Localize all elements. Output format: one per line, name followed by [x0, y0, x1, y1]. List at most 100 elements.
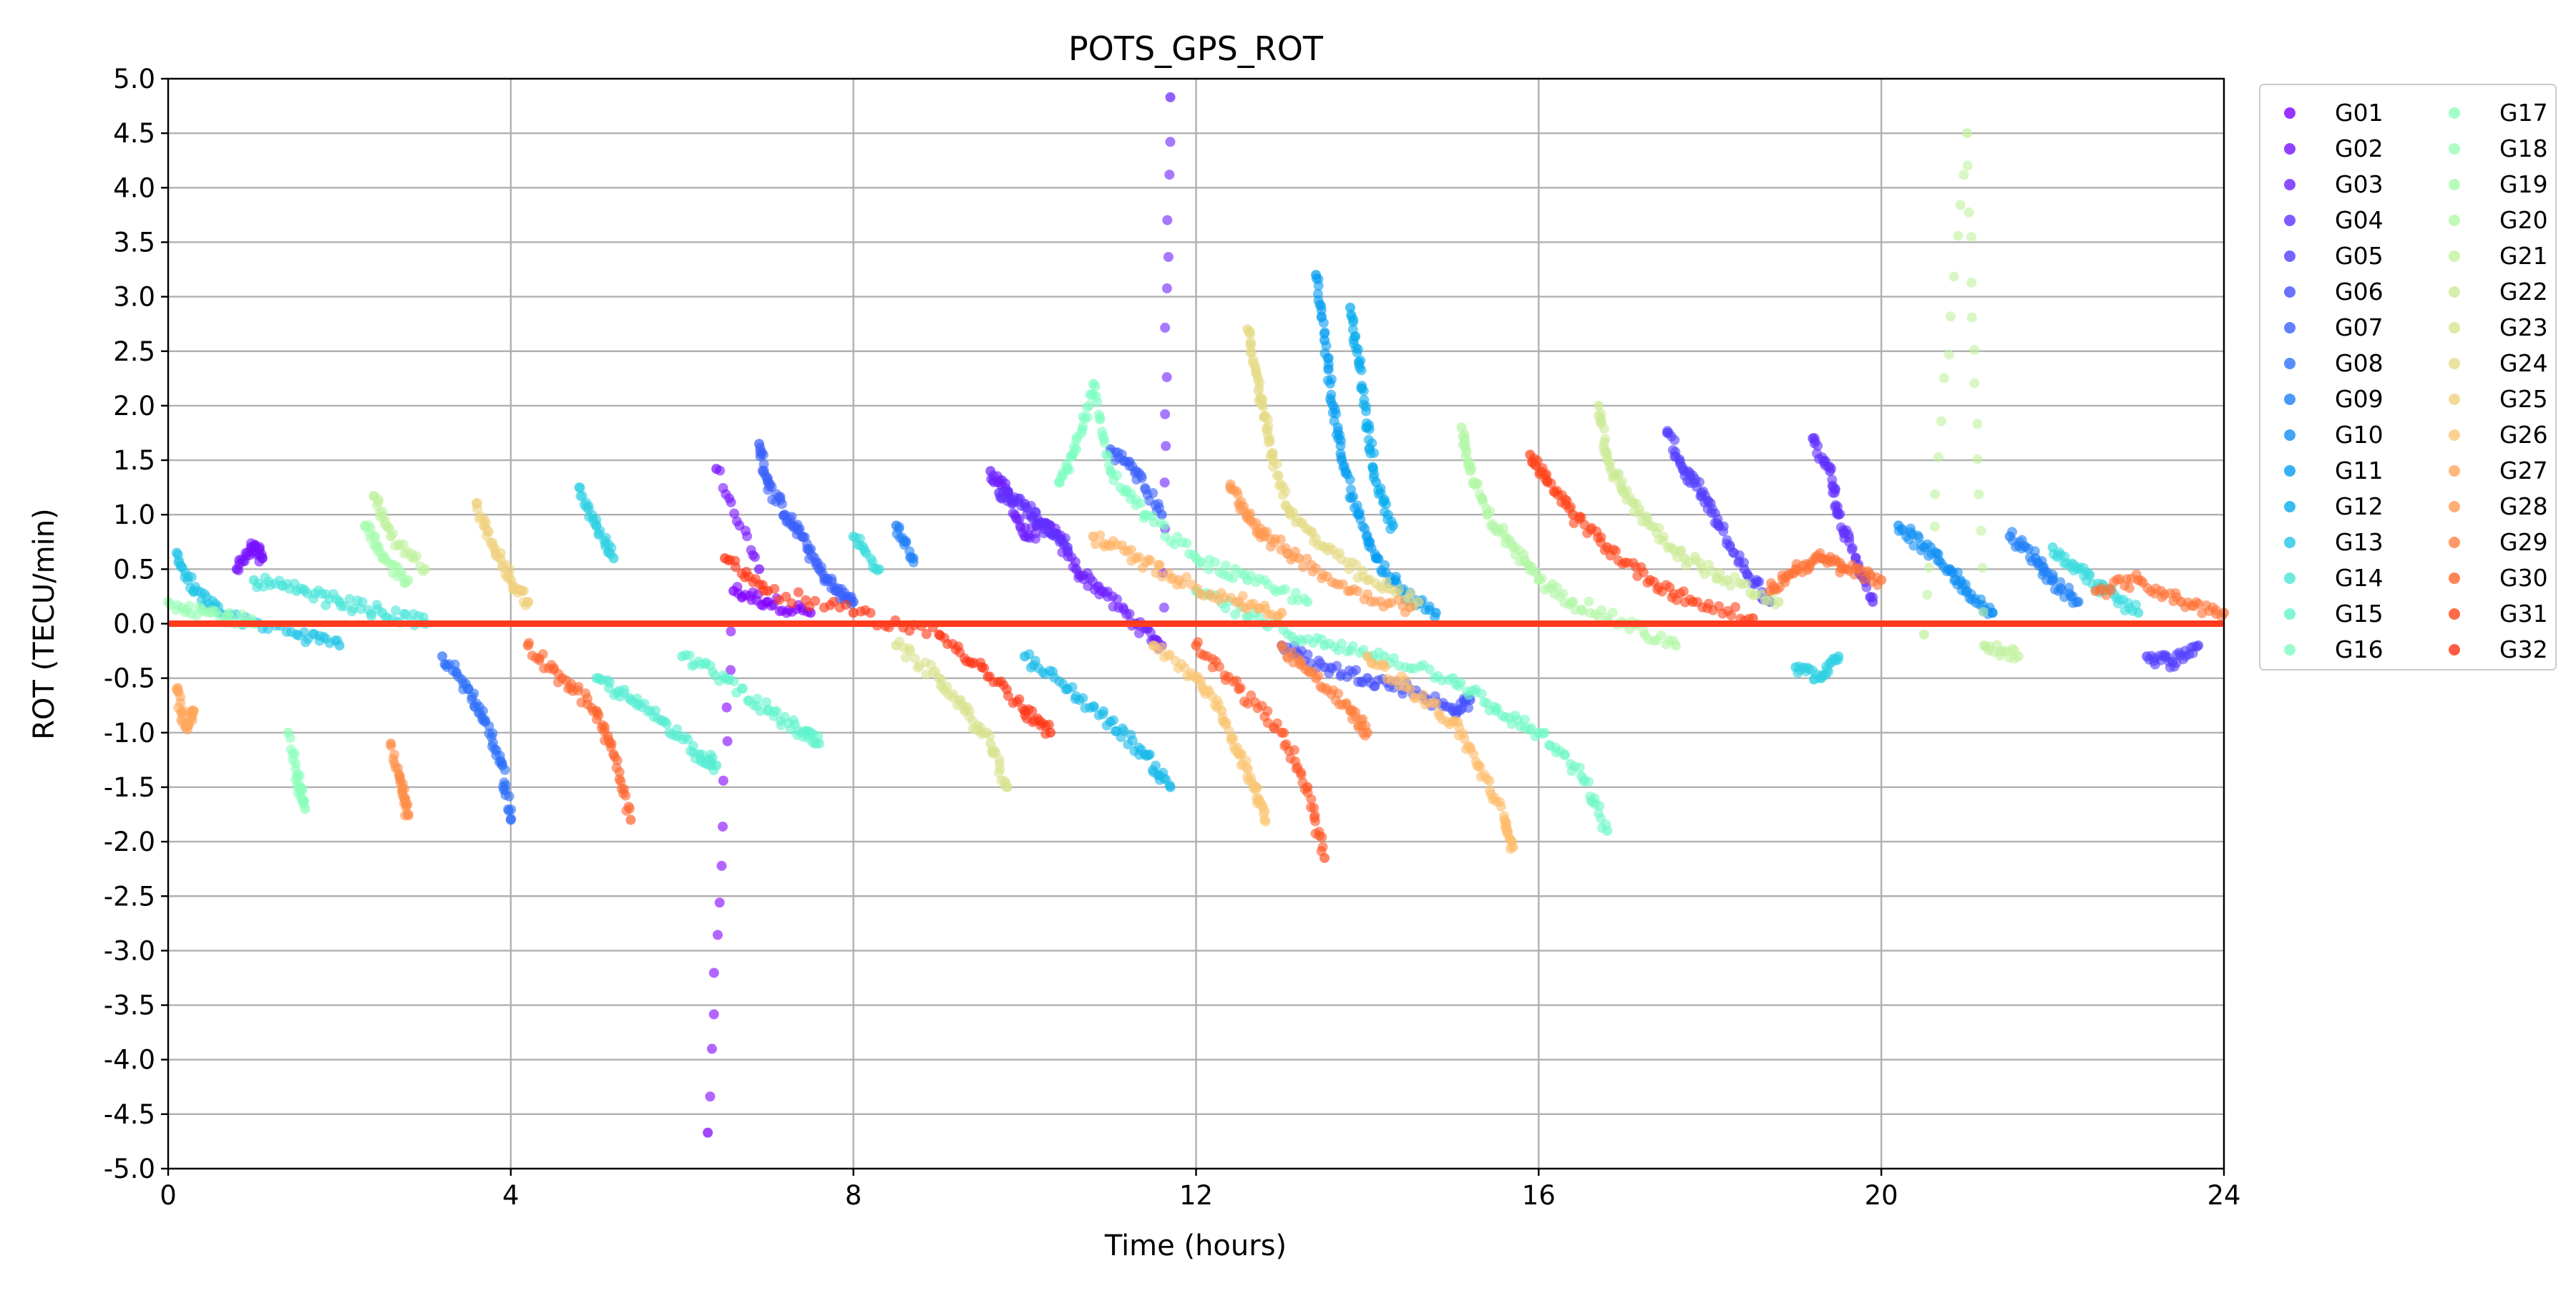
data-point [334, 640, 345, 651]
data-point [1064, 464, 1075, 475]
legend-marker [2284, 501, 2296, 512]
legend-marker [2284, 322, 2296, 333]
y-tick-label: -2.5 [104, 881, 155, 912]
data-point [1823, 667, 1833, 678]
data-point [1380, 662, 1390, 673]
data-point [188, 706, 199, 716]
legend-marker [2449, 143, 2460, 155]
data-point [1958, 170, 1969, 180]
data-point [1577, 605, 1588, 616]
series-G18 [591, 673, 722, 776]
data-point [1345, 474, 1355, 485]
data-point [703, 1127, 713, 1138]
data-point [848, 608, 859, 618]
data-point [1718, 526, 1729, 537]
series-G40 [1191, 637, 1330, 863]
data-point [810, 595, 821, 606]
data-point [2193, 598, 2204, 609]
legend-label: G14 [2335, 564, 2384, 592]
data-point [1272, 718, 1282, 729]
data-point [1364, 424, 1375, 434]
legend-label: G15 [2335, 600, 2384, 628]
data-point [1913, 532, 1924, 543]
series-G37 [1277, 640, 1372, 741]
data-point [1952, 567, 1963, 578]
legend-marker [2449, 358, 2460, 369]
data-point [2073, 597, 2084, 608]
data-point [1347, 640, 1358, 651]
data-point [752, 693, 763, 704]
data-point [1694, 477, 1704, 487]
legend-marker [2449, 322, 2460, 333]
data-point [1162, 215, 1173, 225]
data-point [1418, 689, 1428, 700]
data-point [1638, 567, 1649, 578]
legend-label: G09 [2335, 385, 2384, 413]
legend-label: G19 [2499, 170, 2548, 198]
series-G21 [1053, 379, 1313, 608]
data-point [1369, 469, 1380, 479]
data-point [1379, 651, 1390, 662]
data-point [1594, 801, 1605, 812]
data-point [1461, 447, 1472, 457]
data-point [1103, 451, 1113, 462]
data-point [1833, 651, 1844, 662]
data-point [726, 497, 736, 507]
data-point [1159, 477, 1170, 488]
data-point [339, 601, 350, 612]
data-point [714, 897, 725, 908]
data-point [2124, 583, 2135, 593]
data-point [1169, 539, 1180, 550]
data-point [1361, 406, 1372, 416]
data-point [729, 508, 740, 519]
series-G28 [891, 636, 1013, 792]
data-point [469, 688, 479, 699]
data-point [979, 663, 990, 673]
data-point [614, 767, 625, 778]
data-point [1754, 576, 1765, 587]
data-point [865, 608, 876, 618]
data-point [1272, 459, 1282, 469]
data-point [2105, 585, 2116, 595]
series-G36 [386, 739, 414, 821]
data-point [1227, 573, 1238, 583]
data-point [1938, 373, 1949, 384]
data-point [650, 705, 661, 716]
data-point [625, 814, 636, 825]
data-point [1099, 437, 1110, 448]
data-point [786, 598, 797, 609]
series-G27 [1593, 400, 1784, 610]
legend-marker [2284, 537, 2296, 548]
data-point [1678, 586, 1689, 597]
data-point [1310, 563, 1321, 574]
data-point [593, 710, 604, 721]
data-point [1584, 776, 1594, 787]
data-point [1355, 355, 1366, 366]
y-tick-label: 2.0 [113, 391, 155, 422]
legend-label: G03 [2335, 170, 2384, 198]
data-point [1249, 360, 1260, 371]
data-point [612, 755, 623, 766]
legend-label: G25 [2499, 385, 2548, 413]
series-G04 [994, 432, 1878, 608]
series-G33 [1088, 530, 1287, 622]
series-G35 [1225, 479, 1415, 618]
data-point [1413, 597, 1424, 608]
data-point [1730, 602, 1741, 613]
data-point [1136, 498, 1146, 509]
data-point [1508, 842, 1518, 852]
data-point [537, 649, 548, 660]
data-point [1350, 665, 1361, 676]
data-point [397, 783, 408, 794]
series-G22 [283, 727, 311, 814]
data-point [1124, 608, 1135, 619]
data-point [1127, 735, 1138, 746]
series-G39 [522, 638, 636, 825]
data-point [1161, 372, 1172, 383]
data-point [1552, 582, 1563, 593]
data-point [1362, 727, 1372, 738]
data-point [1337, 638, 1347, 649]
legend-marker [2449, 537, 2460, 548]
data-point [1321, 341, 1332, 351]
